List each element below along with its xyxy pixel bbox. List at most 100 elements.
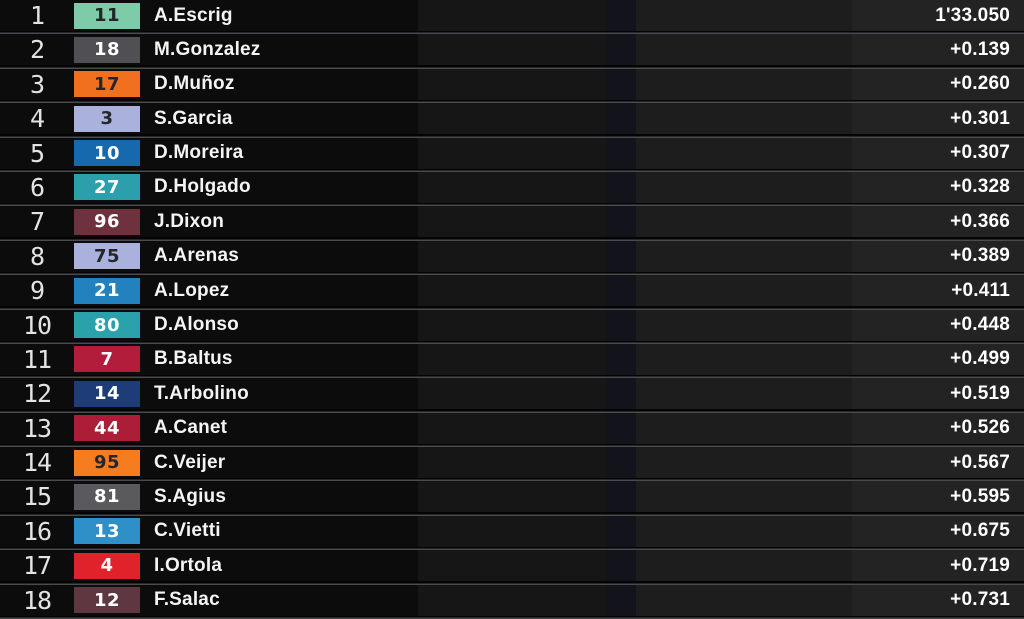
rider-name: A.Arenas	[154, 245, 240, 267]
position-number: 5	[29, 138, 45, 168]
timing-row: 15 81 S.Agius +0.595	[0, 481, 1024, 516]
row-divider	[0, 478, 1024, 482]
rider-number-badge: 13	[74, 518, 140, 545]
timing-row-cells: 6 27 D.Holgado +0.328	[0, 171, 1024, 203]
gap-cell: +0.411	[852, 275, 1024, 307]
sector-cell-3	[636, 378, 852, 410]
gap-time: +0.328	[950, 176, 1010, 198]
gap-cell: +0.567	[852, 447, 1024, 479]
row-divider	[0, 306, 1024, 310]
row-divider	[0, 202, 1024, 207]
gap-cell: +0.519	[852, 378, 1024, 410]
rider-number-badge: 11	[74, 2, 140, 29]
rider-cell: 5 10 D.Moreira	[0, 137, 418, 169]
timing-row: 13 44 A.Canet +0.526	[0, 412, 1024, 448]
sector-cell-1	[418, 206, 606, 238]
rider-cell: 16 13 C.Vietti	[0, 515, 418, 547]
rider-number: 81	[93, 486, 121, 508]
timing-row-cells: 13 44 A.Canet +0.526	[0, 412, 1024, 444]
sector-cell-2	[606, 550, 636, 582]
sector-cell-2	[606, 412, 636, 444]
sector-cell-3	[636, 481, 852, 513]
rider-cell: 10 80 D.Alonso	[0, 309, 418, 341]
position-number: 12	[22, 379, 52, 409]
rider-name: A.Canet	[154, 417, 228, 439]
rider-number: 4	[100, 555, 114, 577]
rider-number: 7	[100, 348, 114, 370]
sector-cell-2	[606, 309, 636, 341]
rider-number-badge: 81	[74, 483, 140, 510]
sector-cell-1	[418, 309, 606, 341]
timing-row: 4 3 S.Garcia +0.301	[0, 103, 1024, 138]
rider-number-badge: 14	[74, 380, 140, 407]
timing-row: 14 95 C.Veijer +0.567	[0, 447, 1024, 482]
timing-row-cells: 7 96 J.Dixon +0.366	[0, 206, 1024, 238]
sector-cell-1	[418, 240, 606, 272]
sector-cell-2	[606, 515, 636, 547]
rider-name: I.Ortola	[154, 554, 223, 576]
row-divider	[0, 443, 1024, 448]
position-number: 3	[29, 69, 45, 99]
gap-time: +0.307	[950, 142, 1010, 164]
sector-cell-2	[606, 447, 636, 479]
position-number: 18	[22, 585, 52, 615]
row-divider	[0, 512, 1024, 516]
rider-number: 10	[93, 142, 121, 164]
rider-cell: 1 11 A.Escrig	[0, 0, 418, 31]
rider-name: S.Garcia	[154, 107, 233, 129]
sector-cell-3	[636, 447, 852, 479]
sector-cell-1	[418, 343, 606, 375]
gap-cell: +0.526	[852, 412, 1024, 444]
rider-number: 80	[93, 314, 121, 336]
timing-row: 7 96 J.Dixon +0.366	[0, 206, 1024, 241]
rider-number-badge: 7	[74, 346, 140, 373]
timing-row: 5 10 D.Moreira +0.307	[0, 137, 1024, 172]
sector-cell-3	[636, 412, 852, 444]
gap-cell: +0.307	[852, 137, 1024, 169]
rider-cell: 12 14 T.Arbolino	[0, 378, 418, 410]
sector-cell-3	[636, 584, 852, 616]
sector-cell-3	[636, 309, 852, 341]
row-divider	[0, 374, 1024, 379]
rider-name: A.Lopez	[154, 279, 230, 301]
rider-name: D.Holgado	[154, 176, 251, 198]
row-divider	[0, 99, 1024, 104]
rider-number: 3	[100, 108, 114, 130]
position-number: 2	[29, 35, 45, 65]
sector-cell-1	[418, 34, 606, 66]
timing-row-cells: 10 80 D.Alonso +0.448	[0, 309, 1024, 341]
timing-row: 6 27 D.Holgado +0.328	[0, 171, 1024, 207]
position-number: 17	[22, 551, 52, 581]
rider-name: A.Escrig	[154, 4, 233, 26]
sector-cell-3	[636, 206, 852, 238]
gap-time: +0.260	[950, 73, 1010, 95]
sector-cell-2	[606, 584, 636, 616]
rider-cell: 7 96 J.Dixon	[0, 206, 418, 238]
rider-name: C.Vietti	[154, 520, 221, 542]
timing-row: 3 17 D.Muñoz +0.260	[0, 68, 1024, 104]
rider-name: C.Veijer	[154, 451, 226, 473]
rider-cell: 4 3 S.Garcia	[0, 103, 418, 135]
sector-cell-3	[636, 103, 852, 135]
row-divider	[0, 340, 1024, 344]
rider-number-badge: 17	[74, 71, 140, 98]
rider-name: M.Gonzalez	[154, 38, 261, 60]
timing-row-cells: 12 14 T.Arbolino +0.519	[0, 378, 1024, 410]
gap-cell: +0.260	[852, 68, 1024, 100]
sector-cell-3	[636, 171, 852, 203]
timing-row-cells: 8 75 A.Arenas +0.389	[0, 240, 1024, 272]
row-divider	[0, 615, 1024, 619]
rider-number: 12	[93, 589, 121, 611]
rider-number-badge: 44	[74, 415, 140, 442]
gap-cell: +0.499	[852, 343, 1024, 375]
sector-cell-2	[606, 343, 636, 375]
gap-time: +0.301	[950, 107, 1010, 129]
gap-time: +0.448	[950, 314, 1010, 336]
position-number: 11	[22, 344, 52, 374]
gap-cell: +0.328	[852, 171, 1024, 203]
rider-cell: 2 18 M.Gonzalez	[0, 34, 418, 66]
sector-cell-3	[636, 0, 852, 31]
sector-cell-2	[606, 206, 636, 238]
gap-time: 1'33.050	[935, 4, 1010, 26]
sector-cell-2	[606, 481, 636, 513]
